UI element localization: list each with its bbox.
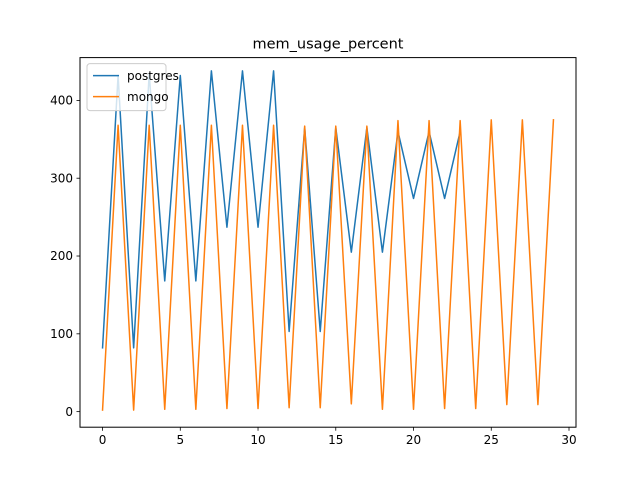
- y-tick-label: 400: [50, 94, 73, 108]
- y-axis: 0 100 200 300 400: [50, 94, 80, 419]
- y-tick-label: 300: [50, 171, 73, 185]
- series-line-mongo: [101, 119, 555, 411]
- x-tick-label: 10: [250, 433, 265, 447]
- x-tick-label: 0: [99, 433, 107, 447]
- x-tick-label: 15: [328, 433, 343, 447]
- x-tick-label: 5: [176, 433, 184, 447]
- x-tick-label: 25: [484, 433, 499, 447]
- x-tick-label: 30: [561, 433, 576, 447]
- chart-title: mem_usage_percent: [253, 37, 404, 53]
- series-layer: [101, 70, 555, 411]
- y-tick-label: 200: [50, 249, 73, 263]
- y-tick-label: 0: [65, 405, 73, 419]
- legend: postgres mongo: [86, 63, 179, 112]
- legend-label-postgres: postgres: [127, 69, 179, 83]
- y-tick-label: 100: [50, 327, 73, 341]
- series-line-postgres: [101, 70, 462, 349]
- x-tick-label: 20: [406, 433, 421, 447]
- axes-frame: [79, 57, 577, 428]
- x-axis: 0 5 10 15 20 25 30: [99, 427, 577, 447]
- legend-label-mongo: mongo: [127, 90, 169, 104]
